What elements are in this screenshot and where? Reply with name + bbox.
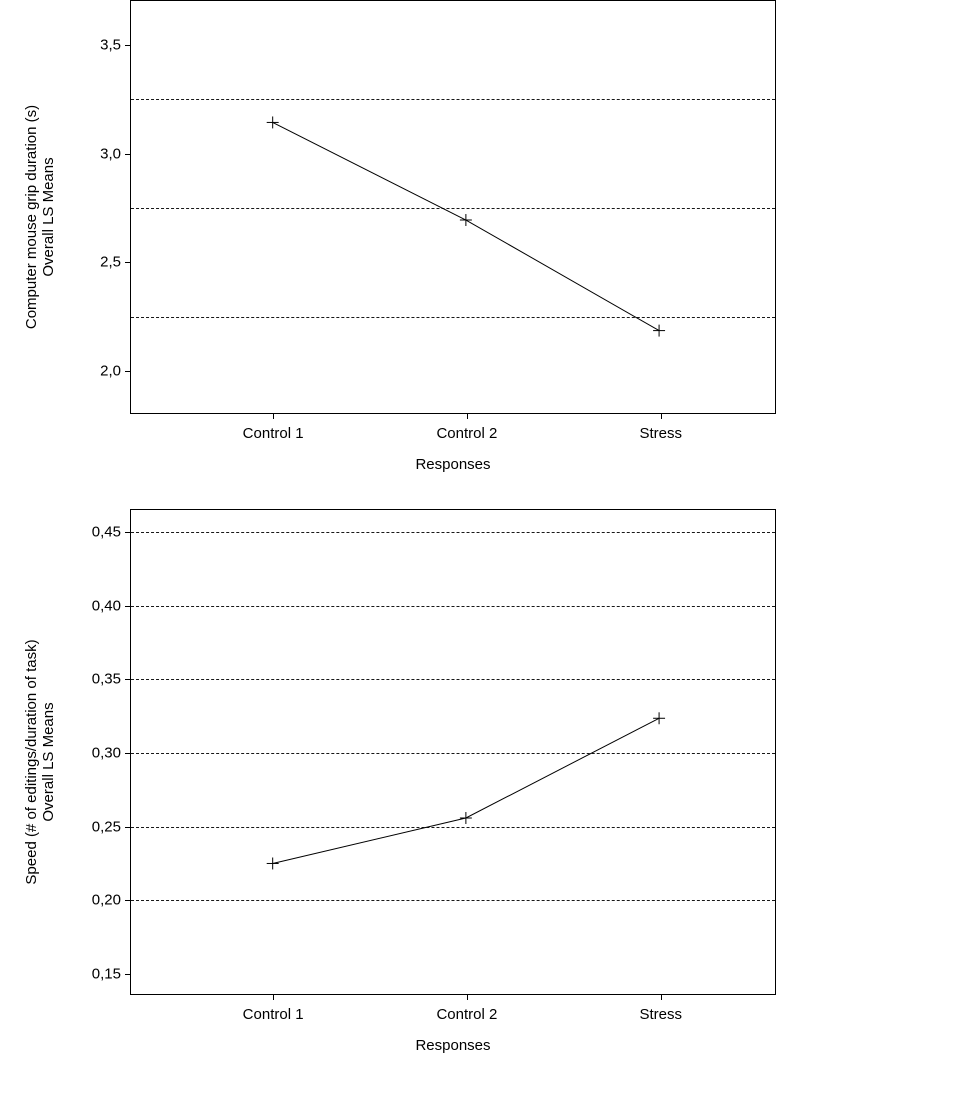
plus-marker-icon [653, 712, 665, 724]
plus-marker-icon [267, 857, 279, 869]
chart2-y-title: Speed (# of editings/duration of task) O… [23, 527, 57, 997]
chart2-ylabel-line2: Speed (# of editings/duration of task) [23, 527, 40, 997]
y-tick [125, 900, 131, 901]
plus-marker-icon [460, 214, 472, 226]
x-tick [467, 413, 468, 419]
y-tick [125, 753, 131, 754]
y-tick [125, 532, 131, 533]
y-tick-label: 0,45 [92, 524, 121, 541]
chart1-y-title: Computer mouse grip duration (s) Overall… [23, 7, 57, 427]
y-tick-label: 0,20 [92, 892, 121, 909]
y-tick [125, 45, 131, 46]
plus-marker-icon [460, 812, 472, 824]
x-tick [661, 413, 662, 419]
gridline [131, 753, 775, 754]
x-tick-label: Control 1 [243, 425, 304, 442]
plus-marker-icon [267, 116, 279, 128]
y-tick-label: 0,30 [92, 745, 121, 762]
data-line [273, 122, 659, 330]
chart1-x-title: Responses [130, 456, 776, 473]
chart-2: Speed (# of editings/duration of task) O… [130, 509, 960, 1054]
y-tick-label: 2,5 [100, 254, 121, 271]
y-tick-label: 3,0 [100, 145, 121, 162]
y-tick-label: 2,0 [100, 363, 121, 380]
plus-marker-icon [653, 325, 665, 337]
y-tick-label: 0,35 [92, 671, 121, 688]
x-tick-label: Stress [639, 1006, 682, 1023]
y-tick-label: 0,15 [92, 965, 121, 982]
x-tick [273, 994, 274, 1000]
x-tick-label: Stress [639, 425, 682, 442]
gridline [131, 99, 775, 100]
x-tick-label: Control 2 [436, 425, 497, 442]
chart1-ylabel-line1: Overall LS Means [40, 7, 57, 427]
chart1-plot-area: 2,02,53,03,5Control 1Control 2Stress [130, 0, 776, 414]
y-tick [125, 606, 131, 607]
x-tick-label: Control 1 [243, 1006, 304, 1023]
chart2-svg [131, 510, 775, 994]
y-tick-label: 0,40 [92, 597, 121, 614]
gridline [131, 532, 775, 533]
chart-1: Computer mouse grip duration (s) Overall… [130, 0, 960, 473]
gridline [131, 679, 775, 680]
chart1-ylabel-line2: Computer mouse grip duration (s) [23, 7, 40, 427]
chart2-x-title: Responses [130, 1037, 776, 1054]
gridline [131, 900, 775, 901]
chart2-plot-area: 0,150,200,250,300,350,400,45Control 1Con… [130, 509, 776, 995]
x-tick [273, 413, 274, 419]
x-tick [467, 994, 468, 1000]
y-tick [125, 679, 131, 680]
gridline [131, 827, 775, 828]
gridline [131, 208, 775, 209]
chart1-svg [131, 1, 775, 413]
gridline [131, 606, 775, 607]
y-tick [125, 371, 131, 372]
chart2-ylabel-line1: Overall LS Means [40, 527, 57, 997]
y-tick [125, 827, 131, 828]
x-tick-label: Control 2 [436, 1006, 497, 1023]
y-tick-label: 0,25 [92, 818, 121, 835]
data-line [273, 718, 659, 863]
y-tick [125, 262, 131, 263]
y-tick [125, 154, 131, 155]
y-tick [125, 974, 131, 975]
y-tick-label: 3,5 [100, 36, 121, 53]
gridline [131, 317, 775, 318]
x-tick [661, 994, 662, 1000]
